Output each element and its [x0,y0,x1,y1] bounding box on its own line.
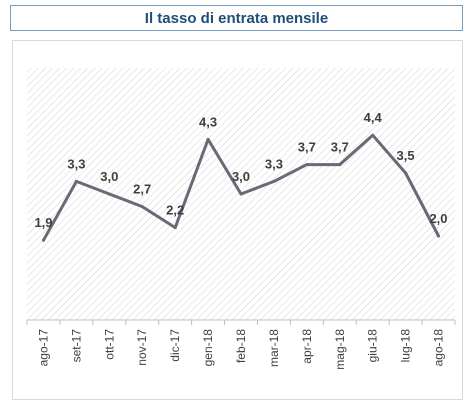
x-tick-label: giu-18 [366,329,380,363]
data-point [338,163,342,167]
data-point [371,133,375,137]
x-tick-label: ago-17 [37,329,51,367]
x-tick-label: ago-18 [432,329,446,367]
data-point [239,192,243,196]
x-tick-label: ott-17 [102,329,116,360]
data-label: 2,7 [133,182,151,197]
data-label: 2,2 [166,203,184,218]
data-label: 2,0 [429,211,447,226]
data-point [107,192,111,196]
x-tick-label: mar-18 [267,329,281,367]
data-label: 4,4 [364,110,383,125]
x-tick-label: dic-17 [168,329,182,362]
data-label: 3,0 [232,169,250,184]
data-label: 4,3 [199,114,217,129]
x-tick-label: set-17 [69,329,83,363]
chart-frame [12,40,463,400]
data-label: 3,0 [100,169,118,184]
chart-title: Il tasso di entrata mensile [10,5,463,31]
data-point [42,238,45,242]
data-point [437,234,440,238]
data-label: 3,7 [298,140,316,155]
data-point [272,179,276,183]
data-point [74,179,78,183]
data-point [404,171,408,175]
x-tick-label: lug-18 [399,329,413,363]
data-point [305,163,309,167]
x-tick-label: apr-18 [300,329,314,364]
data-point [173,226,177,230]
data-label: 1,9 [34,215,52,230]
data-point [206,137,210,141]
data-label: 3,3 [67,156,85,171]
data-label: 3,5 [397,148,415,163]
data-label: 3,7 [331,140,349,155]
x-tick-label: nov-17 [135,329,149,366]
x-tick-label: mag-18 [333,329,347,370]
x-tick-label: gen-18 [201,329,215,367]
data-point [140,205,144,209]
x-tick-label: feb-18 [234,329,248,363]
data-label: 3,3 [265,156,283,171]
